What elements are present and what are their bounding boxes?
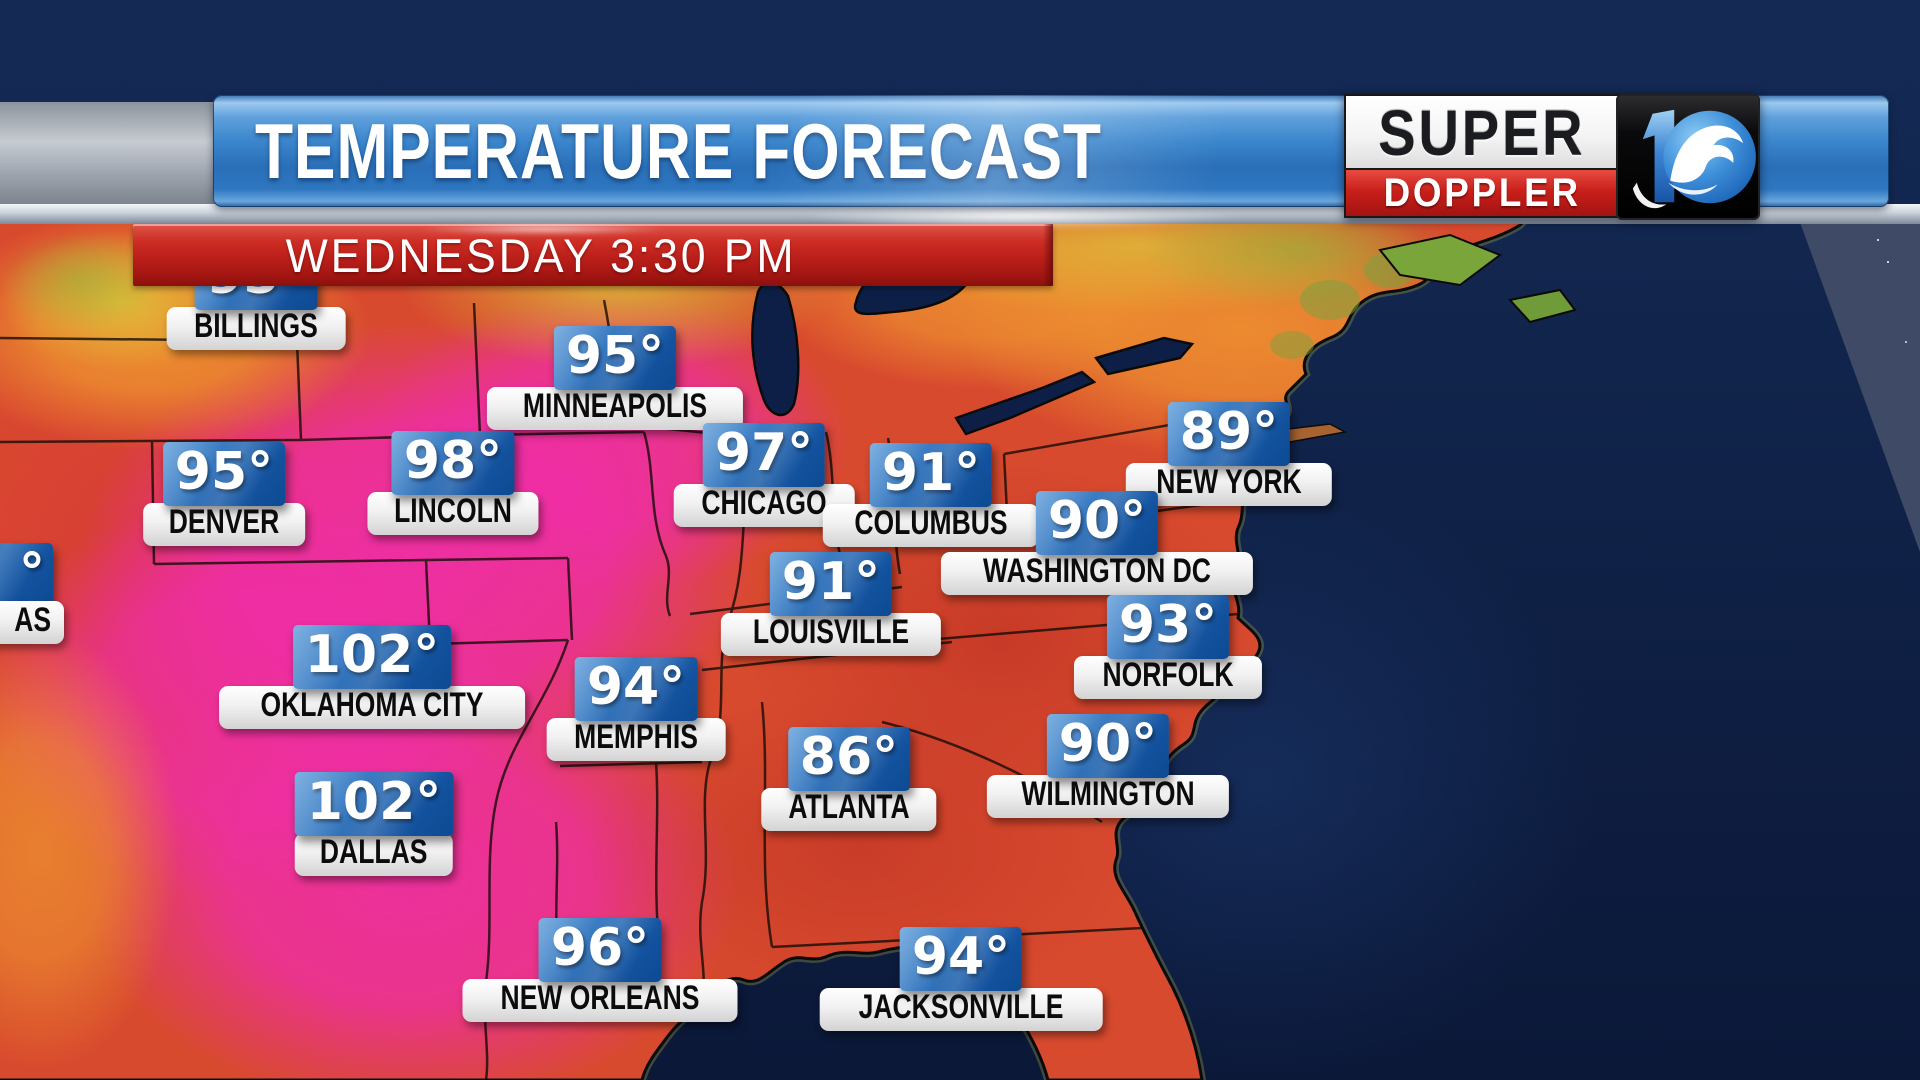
city-label: NORFOLK bbox=[1073, 656, 1263, 699]
timestamp-banner: WEDNESDAY 3:30 PM bbox=[133, 224, 1053, 286]
city-label-text: WILMINGTON bbox=[1021, 775, 1195, 813]
city-station: 93° NORFOLK bbox=[1073, 595, 1263, 699]
city-label: DENVER bbox=[143, 503, 305, 546]
city-station: 90° WILMINGTON bbox=[986, 714, 1230, 818]
temperature-badge: 98° bbox=[391, 431, 515, 495]
temperature-badge: 95° bbox=[162, 442, 286, 506]
logo-super-box: SUPER bbox=[1346, 96, 1618, 170]
temperature-badge: 102° bbox=[294, 772, 454, 836]
city-label: ATLANTA bbox=[761, 788, 937, 831]
city-label: LINCOLN bbox=[367, 492, 539, 535]
city-label-text: AS bbox=[13, 601, 51, 639]
city-label-text: WASHINGTON DC bbox=[983, 552, 1211, 590]
city-station: 96° NEW ORLEANS bbox=[462, 918, 738, 1022]
temperature-badge: 93° bbox=[1106, 595, 1230, 659]
city-label: LOUISVILLE bbox=[720, 613, 942, 656]
city-label: DALLAS bbox=[295, 833, 453, 876]
wave-icon bbox=[1632, 109, 1756, 209]
logo-doppler-box: DOPPLER bbox=[1346, 170, 1618, 216]
city-label-text: DENVER bbox=[168, 503, 280, 541]
city-label: COLUMBUS bbox=[822, 504, 1040, 547]
temperature-badge: 90° bbox=[1035, 491, 1159, 555]
city-label-text: NEW YORK bbox=[1156, 463, 1302, 501]
city-label-text: LOUISVILLE bbox=[752, 613, 910, 651]
city-label-text: ATLANTA bbox=[788, 788, 910, 826]
temperature-badge: 94° bbox=[574, 657, 698, 721]
logo-super-text: SUPER bbox=[1378, 97, 1586, 169]
city-station: 90° WASHINGTON DC bbox=[940, 491, 1254, 595]
city-label-text: MEMPHIS bbox=[574, 718, 698, 756]
city-label-text: DALLAS bbox=[320, 833, 428, 871]
city-label: JACKSONVILLE bbox=[819, 988, 1103, 1031]
city-label-text: COLUMBUS bbox=[854, 504, 1008, 542]
temperature-badge: 91° bbox=[769, 552, 893, 616]
city-station: 98° LINCOLN bbox=[367, 431, 539, 535]
city-label: OKLAHOMA CITY bbox=[219, 686, 525, 729]
city-label-text: NEW ORLEANS bbox=[500, 979, 700, 1017]
banner-left-endcap bbox=[0, 102, 226, 206]
temperature-badge-partial: ° bbox=[0, 543, 53, 607]
city-station: 94° MEMPHIS bbox=[546, 657, 726, 761]
temperature-badge: 102° bbox=[292, 625, 452, 689]
city-label: MEMPHIS bbox=[546, 718, 726, 761]
city-label-text: MINNEAPOLIS bbox=[522, 387, 708, 425]
temperature-badge: 89° bbox=[1167, 402, 1291, 466]
temperature-badge: 96° bbox=[538, 918, 662, 982]
city-label-text: JACKSONVILLE bbox=[858, 988, 1064, 1026]
city-label: WILMINGTON bbox=[986, 775, 1230, 818]
city-label: WASHINGTON DC bbox=[940, 552, 1254, 595]
temperature-badge: 95° bbox=[553, 326, 677, 390]
temperature-badge: 94° bbox=[899, 927, 1023, 991]
timestamp-text: WEDNESDAY 3:30 PM bbox=[285, 228, 797, 282]
city-label: MINNEAPOLIS bbox=[486, 387, 744, 430]
city-station: 91° COLUMBUS bbox=[822, 443, 1040, 547]
city-label: BILLINGS bbox=[166, 307, 346, 350]
city-label: NEW YORK bbox=[1125, 463, 1333, 506]
logo-channel-10 bbox=[1618, 96, 1758, 218]
city-label-text: CHICAGO bbox=[701, 484, 827, 522]
city-label-text: OKLAHOMA CITY bbox=[260, 686, 484, 724]
temperature-badge: 86° bbox=[787, 727, 911, 791]
city-label-partial: AS bbox=[0, 601, 64, 644]
temperature-badge: 91° bbox=[869, 443, 993, 507]
page-title: TEMPERATURE FORECAST bbox=[255, 106, 1102, 195]
temperature-badge: 97° bbox=[702, 423, 826, 487]
city-station: 94° JACKSONVILLE bbox=[819, 927, 1103, 1031]
logo-doppler-text: DOPPLER bbox=[1383, 170, 1581, 215]
station-logo: SUPER DOPPLER bbox=[1346, 96, 1758, 218]
city-label-text: NORFOLK bbox=[1102, 656, 1234, 694]
city-station: 95° MINNEAPOLIS bbox=[486, 326, 744, 430]
city-station: 89° NEW YORK bbox=[1125, 402, 1333, 506]
city-station: 102° OKLAHOMA CITY bbox=[219, 625, 525, 729]
city-station: 97° CHICAGO bbox=[673, 423, 855, 527]
city-station: 102° DALLAS bbox=[294, 772, 454, 876]
temperature-badge: 90° bbox=[1046, 714, 1170, 778]
city-label-text: LINCOLN bbox=[394, 492, 512, 530]
city-station: 86° ATLANTA bbox=[761, 727, 937, 831]
city-label-text: BILLINGS bbox=[194, 307, 318, 345]
city-station: 95° DENVER bbox=[143, 442, 305, 546]
city-station: 91° LOUISVILLE bbox=[720, 552, 942, 656]
city-label: NEW ORLEANS bbox=[462, 979, 738, 1022]
